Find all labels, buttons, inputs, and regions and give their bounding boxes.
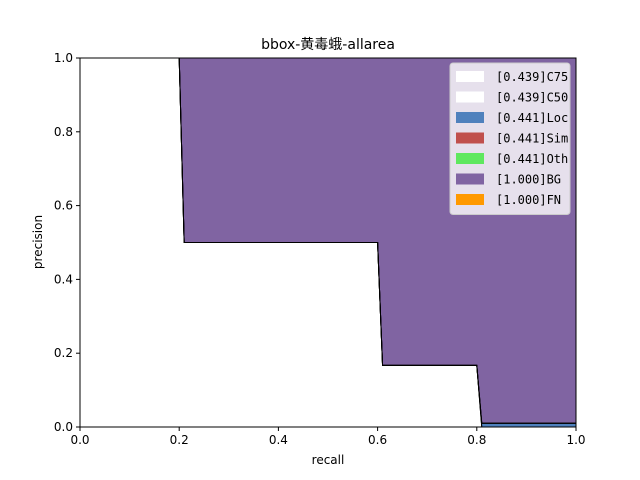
x-tick-label: 0.4 [269,433,288,447]
plot-frame [79,57,577,428]
legend-swatch [456,153,484,164]
x-tick-label: 1.0 [566,433,585,447]
legend-entry: [0.439]C50 [496,91,568,105]
legend-swatch [456,173,484,185]
y-tick-label: 0.4 [54,272,73,286]
legend-swatch [456,194,484,205]
y-axis-label: precision [31,215,45,269]
y-axis-ticks: 0.0 0.2 0.4 0.6 0.8 1.0 [54,51,80,434]
line-0-441-oth [80,57,576,424]
y-tick-label: 0.8 [54,125,73,139]
legend-swatch [456,112,484,123]
legend-swatch [456,91,484,103]
chart-title: bbox-黄毒蛾-allarea [261,36,395,53]
y-tick-label: 0.0 [54,420,73,434]
legend-swatch [456,132,484,144]
x-tick-label: 0.2 [170,433,189,447]
y-tick-label: 0.6 [54,199,73,213]
x-tick-label: 0.8 [467,433,486,447]
x-axis-ticks: 0.0 0.2 0.4 0.6 0.8 1.0 [70,427,586,447]
x-tick-label: 0.6 [368,433,387,447]
x-axis-label: recall [312,453,345,467]
y-tick-label: 1.0 [54,51,73,65]
x-tick-label: 0.0 [70,433,89,447]
legend: [0.439]C75 [0.439]C50 [0.441]Loc [0.441]Sim… [449,62,571,215]
legend-entry: [0.441]Sim [496,132,568,146]
legend-swatch [456,71,484,82]
legend-entry: [0.439]C75 [496,70,568,84]
y-tick-label: 0.2 [54,346,73,360]
legend-entry: [1.000]FN [496,193,561,207]
legend-entry: [0.441]Oth [496,152,568,166]
legend-entry: [0.441]Loc [496,111,568,125]
legend-entry: [1.000]BG [496,173,561,187]
